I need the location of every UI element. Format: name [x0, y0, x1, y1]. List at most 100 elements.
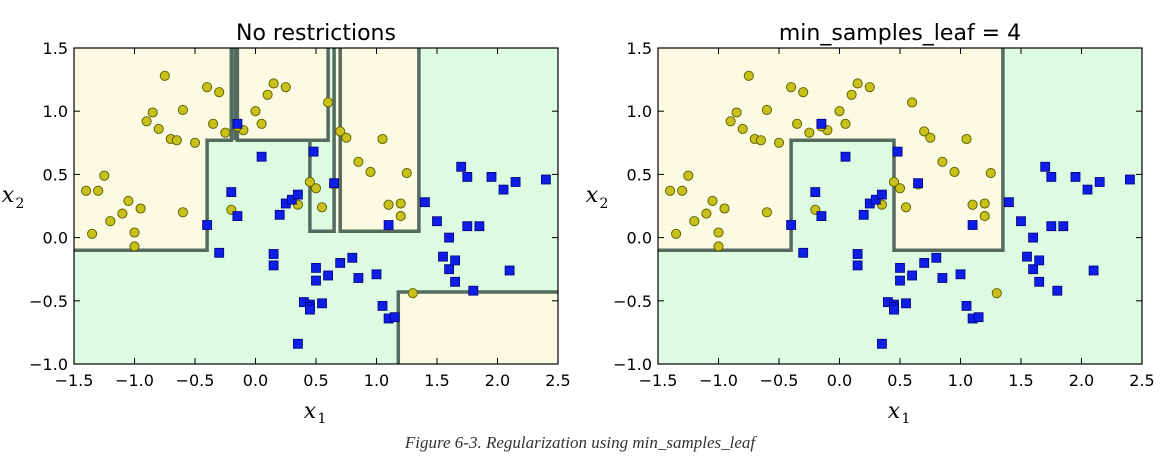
blue-square-point — [432, 216, 442, 227]
y-tick-label: 1.0 — [627, 102, 652, 121]
blue-square-point — [444, 232, 455, 243]
y-axis-label-subscript: 2 — [600, 196, 609, 212]
blue-square-point — [840, 151, 851, 162]
y-tick-label: −0.5 — [613, 292, 652, 311]
yellow-circle-point — [141, 116, 152, 127]
blue-square-point — [304, 304, 315, 315]
yellow-circle-point — [365, 166, 376, 177]
blue-square-point — [347, 252, 358, 263]
yellow-circle-point — [743, 70, 754, 81]
x-tick-label: −1.5 — [639, 371, 678, 390]
yellow-circle-point — [407, 288, 418, 299]
yellow-circle-point — [304, 176, 315, 188]
blue-square-point — [462, 171, 473, 182]
blue-square-point — [1016, 216, 1026, 227]
yellow-circle-point — [707, 195, 718, 206]
blue-square-point — [274, 209, 285, 220]
yellow-circle-point — [725, 116, 736, 127]
yellow-circle-point — [93, 185, 104, 196]
yellow-circle-point — [353, 156, 364, 167]
yellow-circle-point — [135, 203, 146, 214]
yellow-circle-point — [852, 78, 863, 89]
yellow-circle-point — [961, 133, 972, 145]
yellow-region-2 — [237, 48, 329, 141]
yellow-circle-point — [894, 183, 906, 194]
yellow-circle-point — [967, 199, 978, 210]
yellow-circle-point — [105, 216, 116, 227]
yellow-circle-point — [719, 203, 730, 214]
yellow-circle-point — [310, 183, 322, 194]
blue-square-point — [474, 221, 485, 232]
yellow-circle-point — [792, 118, 803, 129]
yellow-circle-point — [250, 106, 261, 117]
x-tick-label: 2.0 — [1069, 371, 1094, 390]
yellow-circle-point — [937, 156, 948, 167]
blue-square-point — [232, 118, 243, 129]
decision-boundary-0 — [74, 48, 234, 252]
yellow-circle-point — [731, 107, 742, 118]
yellow-circle-point — [177, 207, 188, 218]
blue-square-point — [323, 270, 334, 281]
blue-square-point — [383, 220, 394, 230]
yellow-circle-point — [761, 104, 772, 115]
blue-square-point — [931, 252, 942, 263]
yellow-circle-point — [220, 127, 231, 138]
decision-boundary-5 — [396, 290, 558, 364]
yellow-circle-point — [395, 211, 406, 222]
yellow-circle-point — [87, 228, 98, 239]
blue-square-point — [286, 194, 297, 205]
blue-square-point — [1028, 232, 1038, 243]
yellow-circle-point — [268, 78, 279, 89]
left-chart-panel: −1.5 −1.0 −0.5 0.0 0.5 1.0 1.5 2.0 2.5−1.0−0.50.… — [2, 21, 571, 427]
plot-area — [74, 48, 558, 364]
yellow-circle-point — [907, 97, 918, 108]
yellow-circle-point — [925, 132, 936, 143]
yellow-circle-point — [846, 89, 857, 100]
blue-square-point — [955, 269, 966, 280]
decision-boundary-2 — [235, 48, 330, 143]
x-axis-label: x — [888, 399, 901, 424]
yellow-circle-point — [189, 137, 201, 148]
x-tick-label: −0.5 — [760, 371, 799, 390]
y-tick-label: 1.5 — [627, 39, 652, 58]
x-tick-label: 0.5 — [887, 371, 912, 390]
blue-square-point — [468, 285, 479, 296]
yellow-circle-point — [159, 70, 170, 81]
blue-square-point — [913, 178, 923, 189]
yellow-circle-point — [834, 106, 845, 117]
y-tick-label: 0.0 — [43, 229, 68, 248]
yellow-circle-point — [979, 198, 990, 209]
blue-square-point — [907, 270, 917, 281]
blue-square-point — [967, 220, 978, 230]
x-tick-label: 0.0 — [243, 371, 268, 390]
yellow-circle-point — [919, 126, 930, 137]
blue-square-point — [961, 300, 972, 311]
x-tick-label: −1.0 — [699, 371, 738, 390]
yellow-circle-point — [280, 82, 291, 93]
blue-square-point — [1034, 276, 1045, 287]
blue-square-point — [858, 209, 869, 220]
yellow-circle-point — [991, 288, 1002, 299]
yellow-circle-point — [214, 87, 225, 98]
blue-square-point — [919, 257, 930, 268]
y-tick-label: −0.5 — [29, 292, 68, 311]
blue-square-point — [1052, 285, 1063, 296]
decision-boundary-0 — [658, 48, 1005, 252]
y-tick-label: 0.0 — [627, 229, 652, 248]
blue-square-point — [377, 300, 388, 311]
blue-square-point — [1004, 197, 1014, 208]
yellow-circle-point — [737, 123, 748, 134]
yellow-circle-point — [677, 185, 688, 196]
blue-square-point — [389, 312, 400, 323]
blue-square-point — [877, 338, 887, 349]
blue-square-point — [308, 146, 319, 157]
yellow-circle-point — [798, 87, 809, 98]
x-tick-label: 1.0 — [948, 371, 973, 390]
blue-square-point — [462, 221, 473, 232]
y-axis-label: x — [2, 183, 15, 208]
yellow-circle-point — [323, 97, 334, 108]
yellow-circle-point — [804, 127, 815, 138]
blue-square-point — [901, 298, 911, 309]
x-axis-label-subscript: 1 — [902, 411, 911, 427]
